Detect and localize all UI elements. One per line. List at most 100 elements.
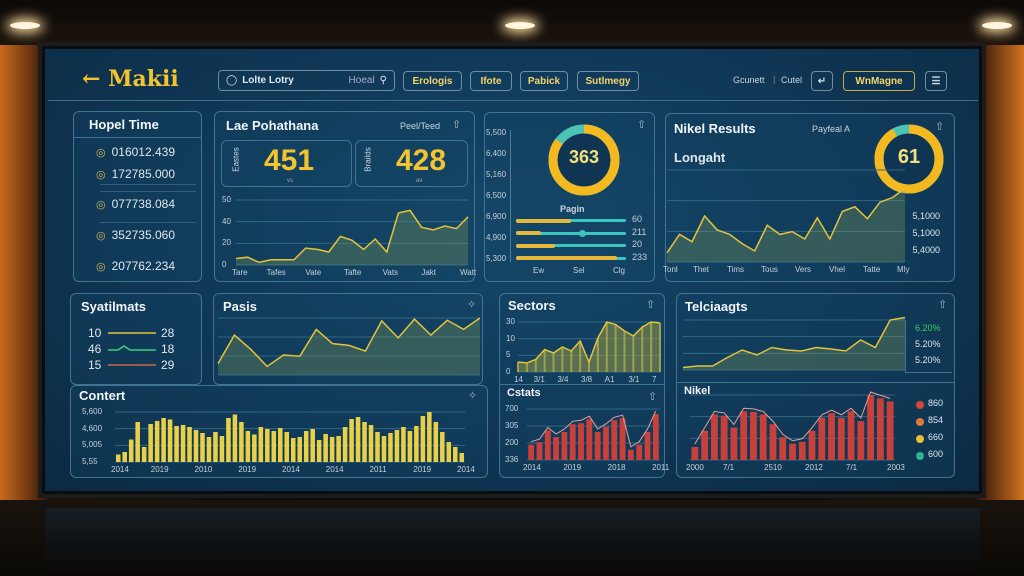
bar xyxy=(867,395,875,460)
primary-button[interactable]: WnMagne xyxy=(843,71,915,91)
nav-button-pabick[interactable]: Pabick xyxy=(520,71,568,91)
kpi-card: Brailds 428 av xyxy=(355,140,468,187)
nav-button-erologis[interactable]: Erologis xyxy=(403,71,462,91)
bar xyxy=(368,425,374,462)
x-tick-label: 2019 xyxy=(238,465,257,474)
legend-right-value: 29 xyxy=(161,358,175,372)
bar xyxy=(407,431,413,462)
nikel-results-panel xyxy=(665,113,955,282)
nikelbars-chart xyxy=(690,391,895,461)
slider-knob[interactable] xyxy=(579,229,586,237)
bar xyxy=(180,425,186,462)
x-tick-label: 2003 xyxy=(887,463,905,472)
x-tick-label: 3/1 xyxy=(628,375,640,384)
divider xyxy=(500,384,664,385)
bar xyxy=(148,424,153,462)
legend-line xyxy=(108,364,156,366)
bar xyxy=(789,443,796,460)
x-tick-label: 2019 xyxy=(563,463,582,472)
bar xyxy=(627,449,634,460)
bar xyxy=(433,422,439,462)
list-item[interactable]: ◎ 077738.084 xyxy=(96,197,175,211)
bar xyxy=(578,423,584,460)
list-item[interactable]: ◎ 352735.060 xyxy=(96,228,175,242)
logo[interactable]: ← Makii xyxy=(82,66,179,92)
ceiling-light xyxy=(982,22,1012,29)
telcline-chart xyxy=(682,316,906,371)
screen-reflection xyxy=(45,508,980,576)
bar xyxy=(355,417,361,462)
y-tick-label: 5,600 xyxy=(82,407,103,416)
y-tick-label: 700 xyxy=(505,404,519,413)
coin-icon: ◎ xyxy=(96,198,106,211)
bar xyxy=(381,436,387,462)
bar xyxy=(219,436,225,462)
gauge-value: 61 xyxy=(897,146,921,168)
progress-fill xyxy=(516,231,541,235)
chart-label: Longaht xyxy=(674,150,726,165)
list-value: 352735.060 xyxy=(111,228,176,242)
bar xyxy=(586,419,593,460)
y-tick-label: 336 xyxy=(505,455,519,464)
panel-title: Cstats xyxy=(507,387,541,399)
legend-right-value: 18 xyxy=(161,342,175,356)
x-tick-label: Ew xyxy=(533,266,545,275)
list-item[interactable]: ◎ 207762.234 xyxy=(96,259,175,273)
area-fill xyxy=(667,188,905,262)
bar xyxy=(265,429,270,462)
coin-icon: ◎ xyxy=(96,229,106,242)
x-tick-label: Tafes xyxy=(266,268,286,277)
logo-text: Makii xyxy=(108,66,179,92)
x-tick-label: 2019 xyxy=(413,465,432,474)
menu-icon[interactable]: ☰ xyxy=(925,71,947,91)
arrow-left-icon[interactable]: ← xyxy=(82,66,101,92)
list-item[interactable]: ◎ 172785.000 xyxy=(96,167,175,181)
gauge-363 xyxy=(548,124,620,196)
bar xyxy=(561,431,568,460)
y-tick-label: 5,55 xyxy=(82,457,98,466)
panel-title: Contert xyxy=(79,388,126,403)
bar xyxy=(808,430,816,460)
gauge-fill xyxy=(548,124,620,196)
pasis-chart xyxy=(217,317,481,376)
share-icon[interactable]: ⇧ xyxy=(637,119,647,131)
bar xyxy=(536,442,543,460)
hopel-time-panel xyxy=(73,111,202,282)
list-item[interactable]: ◎ 016012.439 xyxy=(96,145,175,159)
bar xyxy=(701,430,709,460)
share-icon[interactable]: ⇧ xyxy=(648,391,658,403)
panel-title: Telciaagts xyxy=(685,299,748,314)
nav-button-sutlmegy[interactable]: Sutlmegy xyxy=(577,71,639,91)
search-input[interactable]: ◯ Lolte Lotry Hoeal ⚲ xyxy=(218,70,395,91)
bar xyxy=(691,447,699,460)
bar xyxy=(394,430,400,462)
header-link-2[interactable]: Cutel xyxy=(781,75,803,85)
pasis-panel xyxy=(213,293,483,385)
x-tick-label: Tims xyxy=(727,265,745,274)
share-icon[interactable]: ⇧ xyxy=(938,299,948,311)
bar xyxy=(652,414,659,460)
x-tick-label: A1 xyxy=(604,375,615,384)
bar xyxy=(252,434,257,462)
bar xyxy=(569,424,576,460)
share-icon[interactable]: ⇧ xyxy=(646,299,656,311)
side-value: 5,4000 xyxy=(912,245,940,255)
x-tick-label: Vate xyxy=(305,268,322,277)
sparkle-icon[interactable]: ✧ xyxy=(467,299,477,311)
y-tick-label: 20 xyxy=(222,238,231,248)
header-link-1[interactable]: Gcunett xyxy=(733,75,765,85)
panel-title: Lae Pohathana xyxy=(226,118,319,133)
share-icon[interactable]: ⇧ xyxy=(935,121,945,133)
bar xyxy=(167,419,173,462)
bar xyxy=(362,422,367,462)
bar xyxy=(710,414,718,460)
legend-line xyxy=(108,345,156,351)
bar xyxy=(528,444,535,460)
search-icon[interactable]: ⚲ xyxy=(379,75,387,86)
sparkle-icon[interactable]: ✧ xyxy=(468,390,478,402)
bar xyxy=(226,418,231,462)
share-icon[interactable]: ⇧ xyxy=(452,119,462,131)
enter-button[interactable]: ↵ xyxy=(811,71,833,91)
nav-button-ifote[interactable]: Ifote xyxy=(470,71,512,91)
y-tick-label: 4,600 xyxy=(82,423,103,433)
